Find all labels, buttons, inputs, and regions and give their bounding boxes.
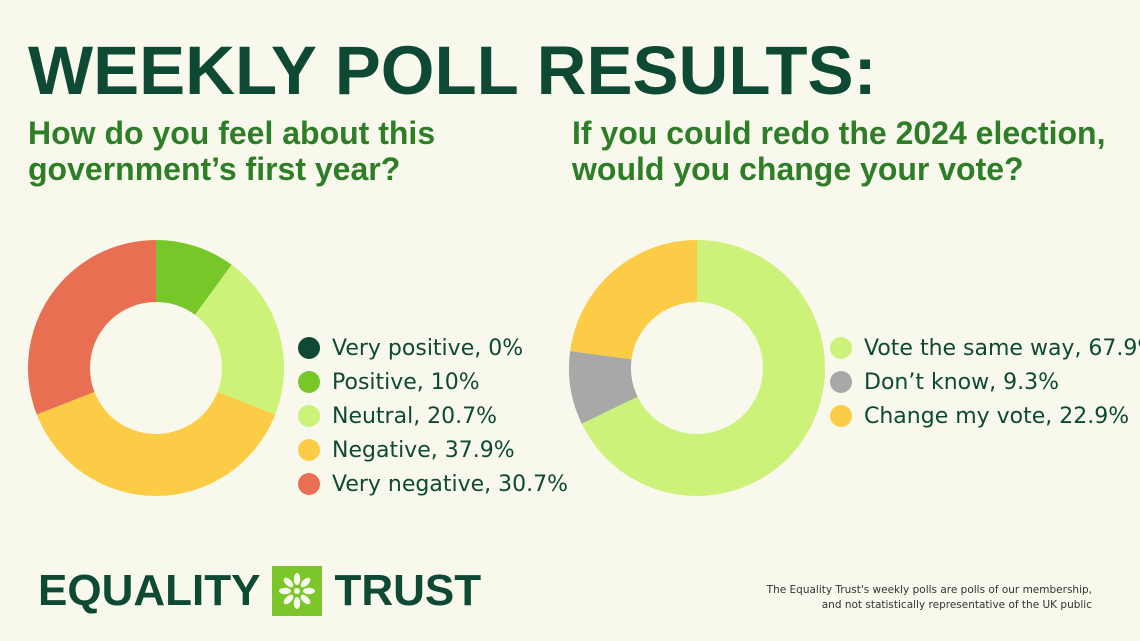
chart-2-legend-item-0: Vote the same way, 67.9%	[830, 331, 1140, 365]
legend-label: Negative, 37.9%	[332, 437, 515, 463]
legend-swatch	[298, 337, 320, 359]
footnote-line-2: and not statistically representative of …	[821, 599, 1092, 611]
chart-1-legend: Very positive, 0% Positive, 10% Neutral, 2…	[298, 331, 568, 501]
legend-swatch	[830, 371, 852, 393]
legend-swatch	[830, 405, 852, 427]
chart-2-question: If you could redo the 2024 election, wou…	[572, 115, 1106, 187]
chart-2-slice-0	[581, 240, 825, 496]
chart-1-slice-4	[27, 240, 157, 415]
chart-2-legend: Vote the same way, 67.9% Don’t know, 9.3%…	[830, 331, 1140, 433]
legend-label: Neutral, 20.7%	[332, 403, 498, 429]
legend-swatch	[830, 337, 852, 359]
legend-swatch	[298, 439, 320, 461]
footnote: The Equality Trust's weekly polls are po…	[752, 583, 1092, 613]
logo-text-trust: TRUST	[334, 566, 482, 615]
chart-2-slice-2	[570, 240, 697, 360]
chart-1-legend-item-3: Negative, 37.9%	[298, 433, 568, 467]
equality-trust-logo: EQUALITY TRUST	[38, 566, 481, 616]
chart-1-legend-item-0: Very positive, 0%	[298, 331, 568, 365]
asterisk-flower-icon	[272, 566, 323, 616]
chart-1-question: How do you feel about this government’s …	[28, 115, 436, 187]
legend-label: Very positive, 0%	[332, 335, 524, 361]
chart-1-slice-3	[36, 391, 276, 497]
legend-swatch	[298, 473, 320, 495]
page-title: WEEKLY POLL RESULTS:	[28, 32, 877, 109]
legend-label: Vote the same way, 67.9%	[864, 335, 1140, 361]
legend-label: Don’t know, 9.3%	[864, 369, 1059, 395]
chart-2-donut	[569, 240, 825, 496]
chart-1-donut	[27, 240, 284, 497]
legend-swatch	[298, 405, 320, 427]
footnote-line-1: The Equality Trust's weekly polls are po…	[766, 584, 1092, 596]
chart-2-legend-item-1: Don’t know, 9.3%	[830, 365, 1140, 399]
legend-label: Positive, 10%	[332, 369, 480, 395]
logo-text-equality: EQUALITY	[38, 566, 261, 615]
chart-1-legend-item-4: Very negative, 30.7%	[298, 467, 568, 501]
legend-label: Change my vote, 22.9%	[864, 403, 1130, 429]
chart-2-legend-item-2: Change my vote, 22.9%	[830, 399, 1140, 433]
chart-1-slice-2	[195, 264, 284, 415]
chart-2-slice-1	[569, 350, 638, 424]
chart-1-legend-item-2: Neutral, 20.7%	[298, 399, 568, 433]
chart-1-legend-item-1: Positive, 10%	[298, 365, 568, 399]
legend-swatch	[298, 371, 320, 393]
chart-1-slice-1	[156, 240, 232, 315]
legend-label: Very negative, 30.7%	[332, 471, 569, 497]
